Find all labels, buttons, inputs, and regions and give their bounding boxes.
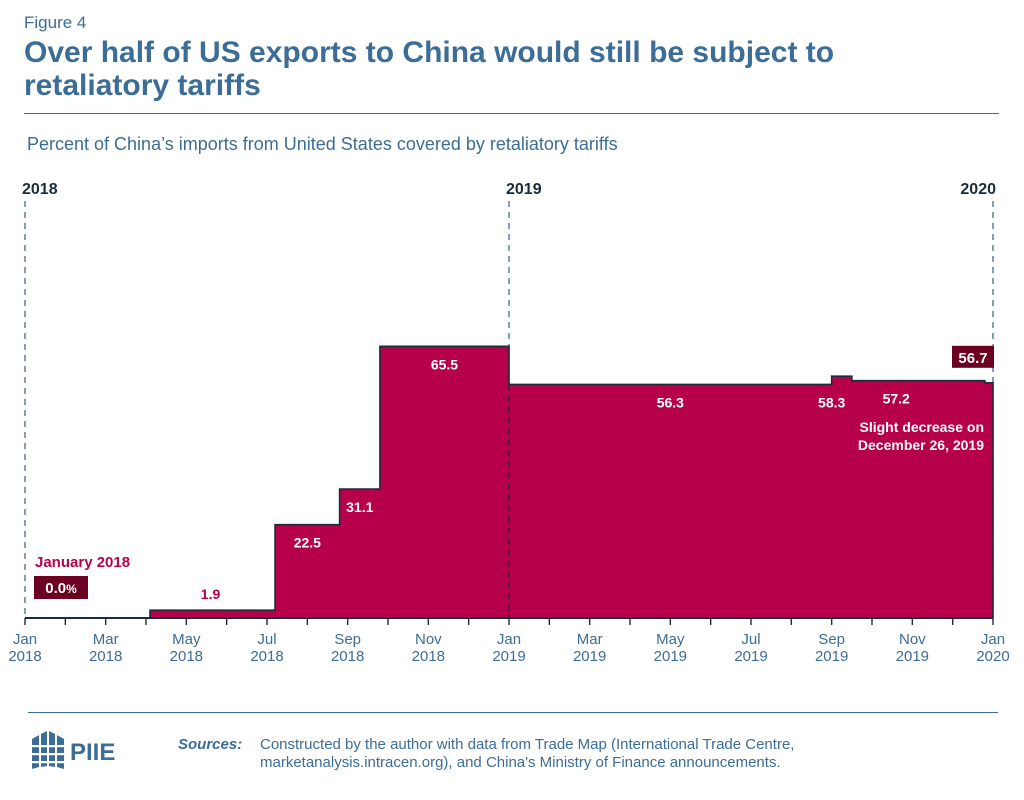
data-label: 65.5 (431, 356, 458, 372)
start-annotation-label: January 2018 (35, 554, 130, 571)
title-divider (24, 113, 999, 114)
tariff-coverage-chart: 2018 2019 2020Jan2018Mar2018May2018Jul2018… (8, 181, 1009, 665)
decrease-note-line1: Slight decrease on (860, 419, 984, 435)
sources-label: Sources: (178, 736, 243, 753)
logo-wordmark: PIIE (70, 739, 115, 766)
chart-subtitle: Percent of China’s imports from United S… (27, 134, 618, 154)
x-tick-label-year: 2019 (654, 648, 687, 665)
building-columns-icon (30, 731, 66, 769)
x-tick-label-month: Mar (93, 631, 119, 648)
data-label: 57.2 (883, 391, 910, 407)
x-tick-label-year: 2018 (89, 648, 122, 665)
x-tick-label-year: 2018 (170, 648, 203, 665)
figure-label: Figure 4 (24, 13, 87, 32)
data-label: 58.3 (818, 394, 845, 410)
x-tick-label-month: Sep (818, 631, 845, 648)
x-tick-label-year: 2019 (815, 648, 848, 665)
x-tick-label-year: 2019 (492, 648, 525, 665)
start-value-badge (34, 576, 88, 599)
end-value-label: 56.7 (958, 350, 987, 367)
year-label: 2020 (960, 181, 996, 198)
start-value-unit: % (66, 582, 77, 596)
data-label: 31.1 (346, 499, 373, 515)
x-tick-label-year: 2019 (573, 648, 606, 665)
x-tick-label-month: Jan (981, 631, 1005, 648)
chart-title: Over half of US exports to China would s… (24, 36, 835, 102)
x-tick-label-year: 2018 (8, 648, 41, 665)
x-tick-label-month: Mar (577, 631, 603, 648)
start-value-label: 0.0% (45, 580, 77, 597)
x-tick-label-year: 2019 (734, 648, 767, 665)
x-tick-label-month: May (172, 631, 201, 648)
end-value-badge (952, 345, 994, 368)
x-tick-label-year: 2020 (976, 648, 1009, 665)
x-tick-label-month: Nov (415, 631, 442, 648)
sources-text: Constructed by the author with data from… (260, 736, 795, 771)
tariff-coverage-line (25, 345, 994, 619)
data-label: 1.9 (201, 586, 221, 602)
decrease-note-line2: December 26, 2019 (858, 437, 984, 453)
x-tick-label-month: Jan (497, 631, 521, 648)
year-label: 2019 (506, 181, 542, 198)
data-label: 56.3 (657, 394, 684, 410)
x-tick-label-year: 2019 (896, 648, 929, 665)
x-tick-label-month: Jan (13, 631, 37, 648)
data-label: 22.5 (294, 535, 321, 551)
x-tick-label-month: Jul (257, 631, 276, 648)
x-tick-label-month: Jul (741, 631, 760, 648)
year-label: 2018 (22, 181, 58, 198)
x-tick-label-year: 2018 (250, 648, 283, 665)
x-tick-label-year: 2018 (331, 648, 364, 665)
x-tick-label-month: Sep (334, 631, 361, 648)
tariff-coverage-area (25, 346, 993, 618)
footer-divider (28, 712, 998, 713)
x-tick-label-month: May (656, 631, 685, 648)
x-tick-label-month: Nov (899, 631, 926, 648)
x-tick-label-year: 2018 (412, 648, 445, 665)
piie-logo: PIIE (30, 731, 115, 769)
